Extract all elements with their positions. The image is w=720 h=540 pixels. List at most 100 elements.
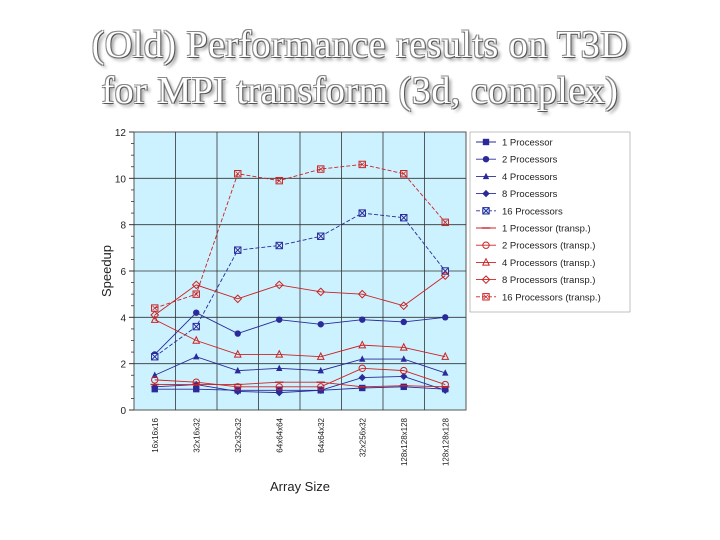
y-tick-label: 12	[115, 128, 127, 139]
x-tick-label: 128x128x128	[441, 417, 450, 466]
series-4-point	[358, 373, 366, 382]
series-7-point	[234, 383, 242, 391]
series-7-point	[275, 383, 283, 391]
series-10-point-box	[400, 170, 408, 178]
series-10-point	[192, 290, 200, 298]
series-10-point-cross	[442, 219, 448, 225]
series-10-point	[317, 165, 325, 173]
series-5-point	[441, 267, 449, 275]
series-2-point	[359, 316, 366, 323]
series-8-point	[275, 349, 284, 358]
series-9-point	[150, 310, 160, 320]
series-5-point-cross	[317, 232, 325, 240]
series-8-point	[441, 351, 450, 360]
legend-marker-10	[482, 293, 490, 301]
legend-marker-10-box	[482, 293, 490, 301]
series-line-9	[154, 275, 446, 316]
series-8-point	[192, 335, 201, 344]
series-5-point-cross	[275, 241, 283, 250]
series-3-point	[359, 355, 366, 362]
y-tick-label: 10	[115, 174, 127, 185]
series-4-point	[151, 383, 159, 391]
y-tick-label: 0	[120, 406, 126, 417]
series-5-point	[317, 232, 325, 240]
legend-label-2: 2 Processors	[502, 155, 558, 166]
series-5-point	[151, 353, 159, 361]
series-5-point-cross	[400, 214, 408, 222]
series-3-point	[151, 371, 158, 378]
series-line-5	[154, 212, 446, 358]
legend-label-1: 1 Processor	[502, 138, 553, 149]
series-2-point	[193, 309, 200, 316]
legend-marker-8	[481, 257, 491, 266]
series-5-point	[192, 322, 200, 331]
y-tick-label: 4	[120, 313, 126, 324]
series-5-point-cross	[441, 267, 449, 275]
series-2-point	[317, 321, 324, 328]
series-8-point	[399, 342, 408, 351]
x-tick-label: 64x64x64	[275, 417, 284, 452]
y-tick-label: 6	[120, 267, 126, 278]
series-10-point-box	[275, 176, 283, 185]
x-axis-label: Array Size	[270, 479, 330, 494]
series-line-3	[154, 356, 446, 376]
series-5-point	[275, 241, 283, 250]
x-tick-label: 16x16x16	[151, 417, 160, 452]
series-line-10	[154, 163, 446, 309]
legend-label-9: 8 Processors (transp.)	[502, 275, 595, 286]
series-4-point	[234, 387, 242, 396]
series-8-point	[233, 349, 242, 358]
series-7-point	[400, 366, 408, 375]
legend-label-3: 4 Processors	[502, 172, 558, 183]
x-tick-label: 64x64x32	[317, 417, 326, 452]
x-tick-label: 32x32x32	[234, 417, 243, 452]
series-2-point	[276, 316, 283, 323]
legend-marker-4	[482, 189, 490, 198]
slide-title-line1: (Old) Performance results on T3D	[91, 24, 629, 66]
series-5-point-cross	[358, 209, 366, 217]
series-10-point-box	[317, 165, 325, 173]
legend-marker-7	[482, 241, 490, 249]
series-9-point	[440, 271, 450, 281]
series-10-point-cross	[152, 305, 158, 311]
series-1-point	[359, 384, 366, 392]
series-10-point	[400, 170, 408, 178]
series-2-point	[234, 330, 241, 337]
legend-marker-2	[482, 156, 490, 163]
series-10-point	[151, 304, 159, 312]
legend-label-5: 16 Processors	[502, 206, 563, 217]
x-tick-label: 128x128x128	[400, 417, 409, 466]
legend-marker-5	[482, 207, 490, 215]
series-2-point	[442, 314, 449, 321]
series-10-point	[441, 218, 449, 227]
series-5-point-cross	[192, 323, 200, 331]
series-7-point	[151, 376, 159, 384]
series-10-point-box	[234, 170, 242, 178]
x-tick-label: 32x16x32	[192, 417, 201, 452]
y-tick-label: 2	[120, 360, 126, 371]
series-5-point	[400, 214, 408, 222]
series-10-point-cross	[401, 171, 407, 177]
series-line-1	[154, 386, 446, 391]
series-9-point	[233, 294, 243, 304]
series-10-point-cross	[359, 161, 365, 167]
series-line-8	[154, 319, 446, 358]
series-4-point	[400, 372, 408, 381]
series-4-point	[275, 388, 283, 397]
series-9-point	[191, 280, 201, 290]
legend-label-7: 2 Processors (transp.)	[502, 241, 595, 252]
series-1-point	[400, 383, 407, 391]
legend-label-6: 1 Processor (transp.)	[502, 224, 591, 235]
legend-marker-10-cross	[483, 294, 489, 300]
series-10-point-cross	[276, 178, 282, 184]
series-3-point	[400, 355, 407, 362]
legend-label-4: 8 Processors	[502, 189, 558, 200]
series-5-point	[234, 246, 242, 254]
series-10-point	[275, 176, 283, 185]
series-3-point	[234, 366, 241, 374]
series-line-4	[154, 375, 446, 394]
legend-marker-3	[482, 172, 490, 180]
series-5-point	[358, 209, 366, 217]
series-8-point	[358, 340, 367, 349]
